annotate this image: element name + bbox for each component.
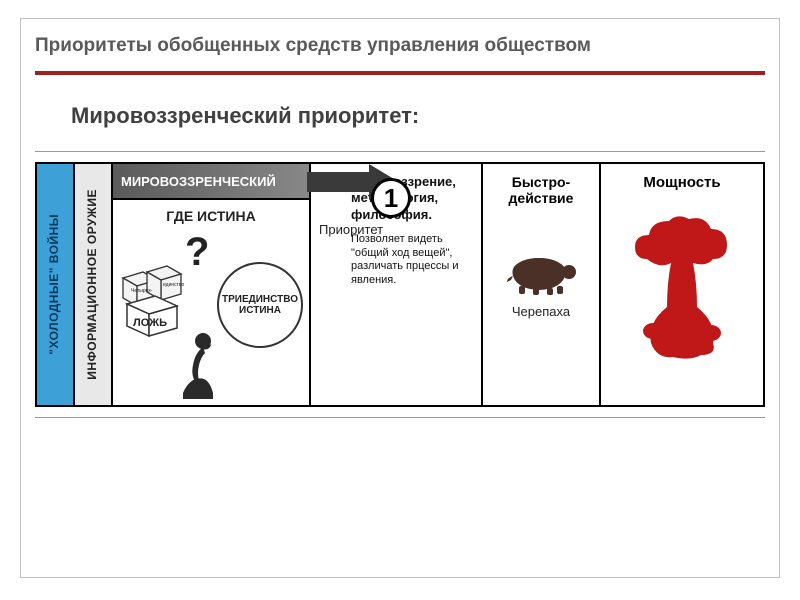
truth-circle-line2: ИСТИНА [239,305,281,316]
priority-label: Приоритет [319,222,383,237]
slide-frame: Приоритеты обобщенных средств управления… [20,18,780,578]
priority-number-circle: 1 [371,178,411,218]
column-cold-wars: "ХОЛОДНЫЕ" ВОЙНЫ [35,164,73,405]
mushroom-cloud-icon [627,211,737,361]
truth-circle: ТРИЕДИНСТВО ИСТИНА [217,262,303,348]
worldview-body: ГДЕ ИСТИНА ? Четырех- единство [113,200,309,405]
lie-label: ЛОЖЬ [133,317,167,329]
thin-divider-top [35,151,765,152]
truth-circle-line1: ТРИЕДИНСТВО [222,294,298,305]
box-tiny-left: Четырех- [131,288,153,294]
speed-title: Быстро-действие [489,174,593,206]
cold-wars-label: "ХОЛОДНЫЕ" ВОЙНЫ [48,214,61,355]
diagram-row: "ХОЛОДНЫЕ" ВОЙНЫ ИНФОРМАЦИОННОЕ ОРУЖИЕ М… [35,162,765,407]
turtle-icon [501,246,581,296]
info-weapon-label: ИНФОРМАЦИОННОЕ ОРУЖИЕ [86,189,99,380]
box-tiny-right: единство [163,282,185,288]
question-mark: ? [185,230,209,275]
where-truth-label: ГДЕ ИСТИНА [119,208,303,224]
column-speed: Быстро-действие Черепаха [481,164,599,405]
column-worldview: МИРОВОЗЗРЕНЧЕСКИЙ ГДЕ ИСТИНА ? Четырех- [111,164,311,405]
main-title: Приоритеты обобщенных средств управления… [35,35,765,57]
column-power: Мощность [599,164,763,405]
thinker-icon [173,331,227,401]
power-title: Мощность [643,174,720,191]
subtitle: Мировоззренческий приоритет: [71,103,765,129]
worldview-header: МИРОВОЗЗРЕНЧЕСКИЙ [113,164,309,200]
description-body: Позволяет видеть "общий ход вещей", разл… [351,233,473,288]
column-info-weapon: ИНФОРМАЦИОННОЕ ОРУЖИЕ [73,164,111,405]
thin-divider-bottom [35,417,765,418]
red-divider [35,71,765,75]
lie-boxes-icon: Четырех- единство ЛОЖЬ [117,260,187,338]
turtle-label: Черепаха [512,304,570,319]
priority-number: 1 [384,183,398,214]
